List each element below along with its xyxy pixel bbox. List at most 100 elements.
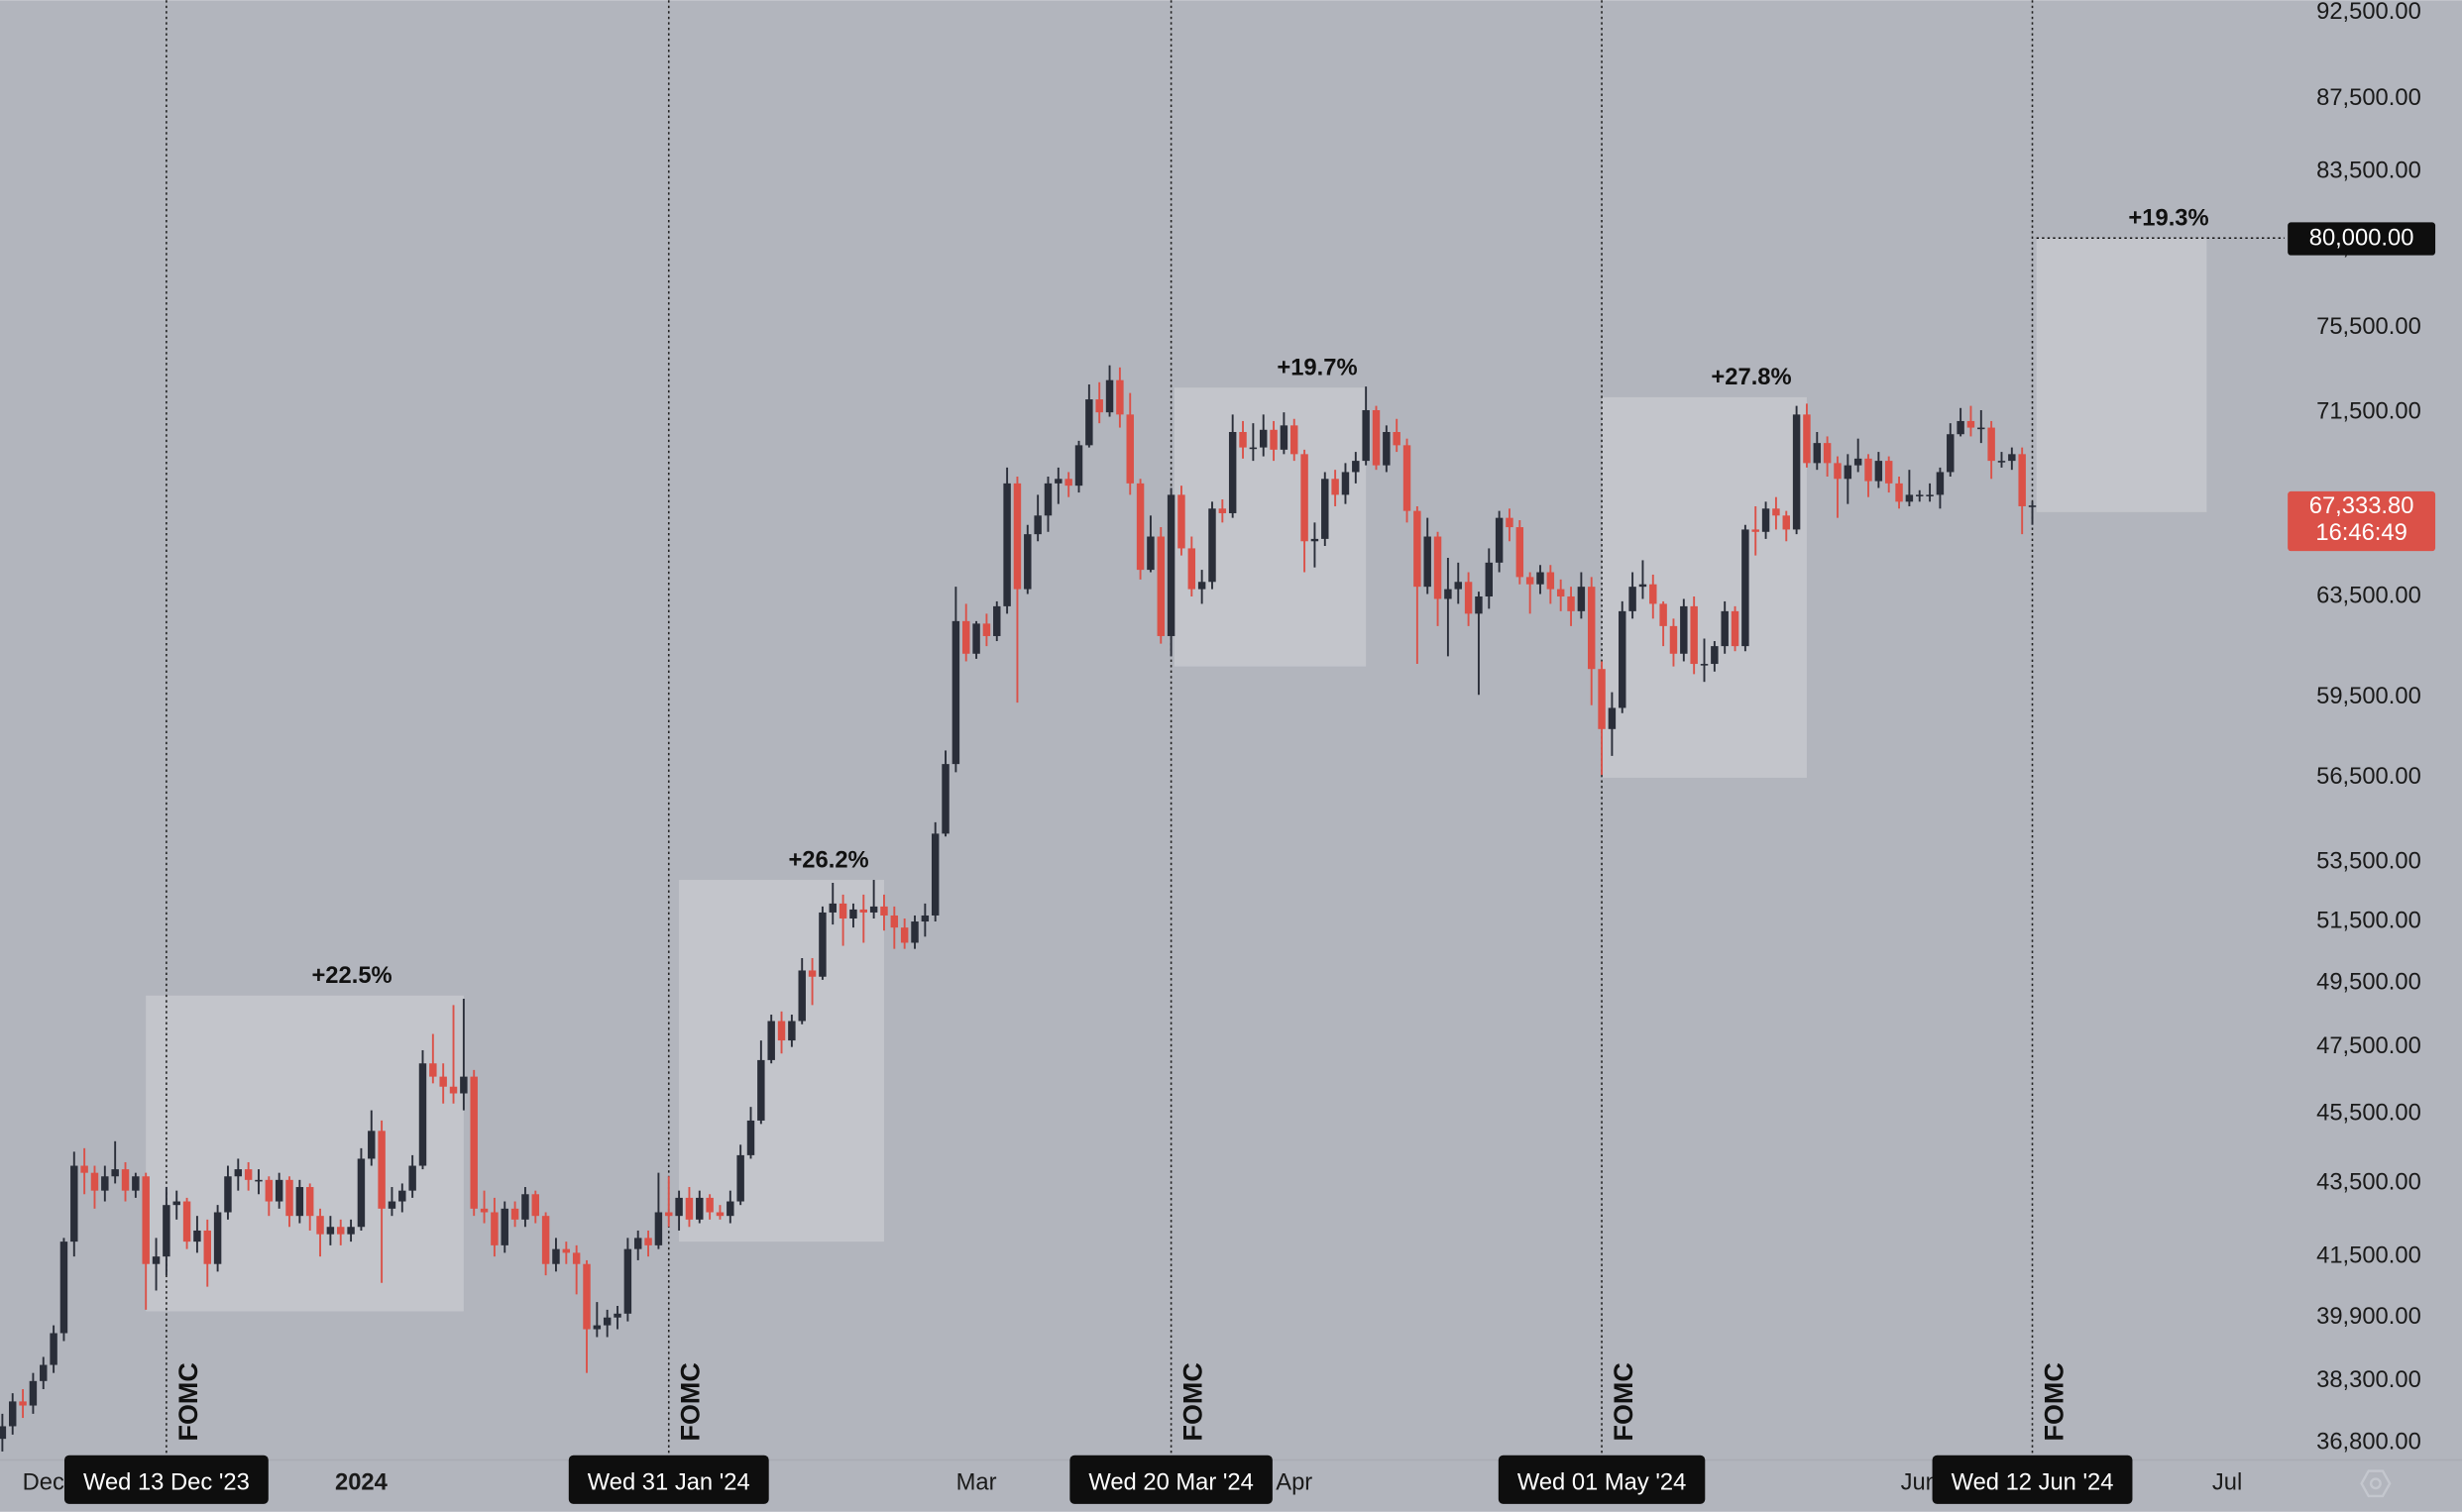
candle-body xyxy=(8,1401,17,1427)
candle-body xyxy=(193,1230,201,1242)
event-date-box xyxy=(63,1455,269,1504)
candle-body xyxy=(90,1172,99,1191)
candle-body xyxy=(993,605,1001,636)
candle-body xyxy=(1331,479,1339,495)
candle-body xyxy=(767,1021,775,1060)
candle-body xyxy=(244,1169,253,1180)
candle-body xyxy=(2008,454,2016,462)
y-tick-label: 87,500.00 xyxy=(2316,84,2421,111)
candle-body xyxy=(1177,494,1185,549)
candle-body xyxy=(1577,587,1586,611)
candle-body xyxy=(798,970,806,1022)
candle-body xyxy=(1649,584,1657,604)
last-price-tag xyxy=(2288,490,2436,552)
candle-body xyxy=(316,1216,324,1235)
event-name: FOMC xyxy=(2039,1362,2069,1441)
candle-body xyxy=(1393,431,1400,446)
candle-body xyxy=(213,1212,222,1264)
candle-body xyxy=(491,1212,499,1245)
candle-body xyxy=(101,1176,109,1191)
candle-body xyxy=(1208,508,1216,583)
y-tick-label: 36,800.00 xyxy=(2316,1429,2421,1456)
candle-body xyxy=(295,1187,304,1217)
candle-body xyxy=(1608,707,1617,729)
candle-body xyxy=(942,764,950,834)
candle-body xyxy=(1259,429,1268,448)
candle-body xyxy=(706,1197,714,1213)
candle-body xyxy=(1834,463,1842,480)
event-date-tag: Wed 01 May '24 xyxy=(1498,1455,1706,1504)
candle-body xyxy=(900,927,909,943)
candle-body xyxy=(1310,538,1319,542)
event-date: Wed 01 May '24 xyxy=(1517,1469,1686,1496)
candle-body xyxy=(777,1021,786,1041)
candle-body xyxy=(1966,420,1975,428)
range-label: +26.2% xyxy=(788,846,868,873)
candle-body xyxy=(255,1179,263,1182)
candle-body xyxy=(675,1197,683,1217)
y-tick-label: 47,500.00 xyxy=(2316,1032,2421,1059)
candle-body xyxy=(839,903,847,918)
candle-body xyxy=(614,1313,621,1318)
candle-body xyxy=(418,1063,427,1166)
candle-body xyxy=(880,906,888,916)
last-price-label: 67,333.80 xyxy=(2309,492,2414,519)
event-date-box xyxy=(1069,1455,1273,1504)
candle-body xyxy=(234,1169,243,1177)
candle-body xyxy=(1147,536,1155,571)
candle-body xyxy=(1536,572,1544,585)
candle-body xyxy=(326,1227,335,1235)
candle-body xyxy=(357,1158,366,1228)
candle-body xyxy=(1249,447,1258,450)
candle-body xyxy=(1495,517,1504,563)
candle-body xyxy=(644,1238,652,1245)
candle-body xyxy=(152,1256,161,1264)
event-date-tag: Wed 12 Jun '24 xyxy=(1932,1455,2133,1504)
candle-body xyxy=(429,1063,437,1077)
y-tick-label: 41,500.00 xyxy=(2316,1242,2421,1268)
candle-body xyxy=(501,1208,508,1245)
event-name: FOMC xyxy=(1609,1362,1638,1441)
candle-body xyxy=(480,1208,489,1213)
candle-body xyxy=(378,1131,386,1209)
candle-body xyxy=(849,909,857,918)
x-tick-label: Mar xyxy=(956,1469,997,1496)
event-name: FOMC xyxy=(173,1362,203,1441)
candle-body xyxy=(1772,508,1780,516)
candle-body xyxy=(305,1187,314,1217)
candle-body xyxy=(736,1154,744,1202)
y-tick-label: 43,500.00 xyxy=(2316,1169,2421,1196)
candle-body xyxy=(633,1238,642,1249)
candle-body xyxy=(1741,529,1749,647)
candle-body xyxy=(951,620,960,765)
candle-body xyxy=(1423,536,1431,588)
settings-icon-outline xyxy=(2360,1469,2392,1498)
candle-body xyxy=(931,833,940,916)
candle-body xyxy=(1751,529,1759,532)
candle-body xyxy=(132,1176,140,1191)
x-tick-label: Jul xyxy=(2212,1469,2242,1496)
range-box xyxy=(1174,387,1367,667)
candle-body xyxy=(1475,595,1483,614)
candle-body xyxy=(716,1212,725,1217)
event-name: FOMC xyxy=(1177,1362,1207,1441)
event-date-tag: Wed 31 Jan '24 xyxy=(568,1455,769,1504)
settings-icon[interactable] xyxy=(2360,1469,2392,1498)
candle-body xyxy=(972,623,980,654)
candle-body xyxy=(1515,527,1524,578)
candle-body xyxy=(1126,414,1134,484)
y-tick-label: 59,500.00 xyxy=(2316,683,2421,709)
level-tag xyxy=(2288,222,2436,256)
candle-body xyxy=(388,1201,396,1209)
candle-body xyxy=(1813,443,1822,464)
y-tick-label: 83,500.00 xyxy=(2316,157,2421,183)
candle-body xyxy=(460,1076,468,1094)
candle-body xyxy=(572,1252,581,1264)
candle-body xyxy=(1444,589,1452,599)
candle-body xyxy=(1105,379,1114,413)
candle-body xyxy=(285,1179,293,1217)
candle-body xyxy=(265,1179,274,1202)
candle-body xyxy=(819,912,827,977)
candle-body xyxy=(80,1165,88,1173)
